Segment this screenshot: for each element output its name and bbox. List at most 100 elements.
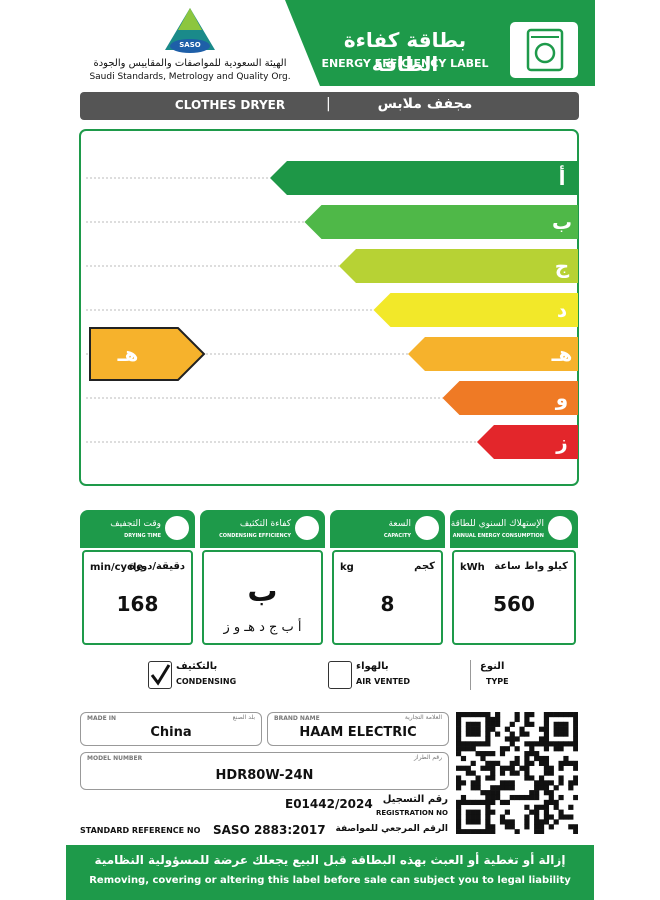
qr-module bbox=[543, 819, 550, 825]
efficiency-scale: أ ب ج د هـ و ز bbox=[223, 620, 302, 635]
qr-module bbox=[524, 741, 530, 747]
qr-module bbox=[480, 790, 486, 796]
qr-module bbox=[485, 765, 491, 771]
qr-module bbox=[499, 746, 506, 752]
qr-module bbox=[573, 721, 578, 727]
qr-module bbox=[456, 731, 462, 737]
qr-module bbox=[563, 760, 569, 766]
title-en: ENERGY EFFICIENCY LABEL bbox=[321, 57, 489, 70]
qr-module bbox=[543, 746, 550, 752]
qr-module bbox=[456, 721, 462, 727]
qr-module bbox=[548, 765, 554, 771]
check-path bbox=[150, 664, 171, 686]
qr-module bbox=[470, 780, 476, 786]
qr-module bbox=[456, 736, 462, 742]
qr-module bbox=[470, 746, 476, 752]
qr-module bbox=[573, 829, 578, 834]
class-arrow bbox=[477, 425, 578, 459]
qr-module bbox=[504, 746, 510, 752]
qr-module bbox=[563, 731, 569, 737]
qr-module bbox=[509, 736, 515, 742]
qr-module bbox=[499, 765, 506, 771]
qr-module bbox=[573, 731, 578, 737]
qr-module bbox=[465, 809, 471, 815]
qr-module bbox=[460, 712, 467, 718]
qr-module bbox=[485, 721, 491, 727]
qr-module bbox=[548, 824, 554, 830]
class-arrow bbox=[339, 249, 578, 283]
label-en: MADE IN bbox=[87, 715, 117, 722]
qr-module bbox=[470, 814, 476, 820]
qr-module bbox=[485, 741, 491, 747]
metric-header: كفاءة التكثيف CONDENSING EFFICIENCY bbox=[200, 510, 325, 548]
qr-module bbox=[456, 804, 462, 810]
qr-module bbox=[568, 760, 574, 766]
metric-icon bbox=[295, 516, 319, 540]
qr-module bbox=[524, 819, 530, 825]
qr-module bbox=[490, 770, 496, 776]
qr-module bbox=[538, 804, 545, 810]
qr-module bbox=[529, 790, 535, 796]
qr-module bbox=[568, 814, 574, 820]
qr-module bbox=[490, 829, 496, 834]
qr-module bbox=[460, 765, 467, 771]
qr-module bbox=[543, 809, 550, 815]
qr-module bbox=[524, 775, 530, 781]
qr-module bbox=[524, 716, 530, 723]
standard-label-en: STANDARD REFERENCE NO bbox=[80, 826, 201, 835]
qr-module bbox=[538, 760, 545, 766]
qr-module bbox=[456, 785, 462, 791]
qr-module bbox=[465, 765, 471, 771]
qr-module bbox=[514, 746, 520, 752]
qr-module bbox=[538, 741, 545, 747]
metric-header: وقت التجفيف DRYING TIME bbox=[80, 510, 195, 548]
class-letter: د bbox=[557, 298, 567, 322]
qr-module bbox=[456, 741, 462, 747]
metric-body: kWh كيلو واط ساعة 560 bbox=[452, 550, 576, 645]
qr-module bbox=[568, 785, 574, 791]
header-bg bbox=[165, 0, 595, 86]
qr-module bbox=[543, 765, 550, 771]
qr-module bbox=[460, 780, 467, 786]
logo-shape-top bbox=[178, 8, 202, 30]
product-bar bbox=[80, 92, 579, 120]
metric-header: الإستهلاك السنوي للطاقة ANNUAL ENERGY CO… bbox=[450, 510, 578, 548]
label-ar: رقم الطراز bbox=[414, 754, 442, 761]
qr-module bbox=[514, 760, 520, 766]
qr-module bbox=[456, 751, 462, 757]
org-name-ar: الهيئة السعودية للمواصفات والمقاييس والج… bbox=[93, 58, 287, 69]
qr-module bbox=[499, 780, 506, 786]
made-in-value: China bbox=[150, 725, 192, 740]
qr-module bbox=[490, 785, 496, 791]
class-letter: ج bbox=[555, 254, 570, 278]
qr-module bbox=[495, 785, 501, 791]
qr-module bbox=[490, 721, 496, 727]
qr-module bbox=[456, 814, 462, 820]
qr-module bbox=[495, 731, 501, 737]
qr-module bbox=[514, 712, 520, 718]
qr-module bbox=[543, 780, 550, 786]
qr-module bbox=[456, 716, 462, 723]
qr-module bbox=[470, 731, 476, 737]
qr-module bbox=[553, 726, 559, 732]
qr-module bbox=[485, 775, 491, 781]
qr-module bbox=[534, 824, 540, 830]
qr-module bbox=[534, 751, 540, 757]
qr-module bbox=[553, 746, 559, 752]
unit-ar: كيلو واط ساعة bbox=[494, 561, 568, 572]
class-arrow bbox=[408, 337, 578, 371]
model-value: HDR80W-24N bbox=[215, 768, 314, 783]
qr-module bbox=[519, 765, 525, 771]
qr-module bbox=[534, 829, 540, 834]
qr-module bbox=[529, 712, 535, 718]
class-arrow bbox=[442, 381, 578, 415]
label-ar: بلد الصنع bbox=[232, 714, 255, 721]
qr-module bbox=[495, 712, 501, 718]
footer-ar: إزالة أو تغطية أو العبث بهذه البطاقة قبل… bbox=[94, 853, 566, 867]
qr-module bbox=[558, 726, 564, 732]
qr-module bbox=[456, 799, 462, 806]
qr-module bbox=[568, 712, 574, 718]
qr-module bbox=[553, 741, 559, 747]
qr-module bbox=[509, 785, 515, 791]
qr-module bbox=[499, 819, 506, 825]
